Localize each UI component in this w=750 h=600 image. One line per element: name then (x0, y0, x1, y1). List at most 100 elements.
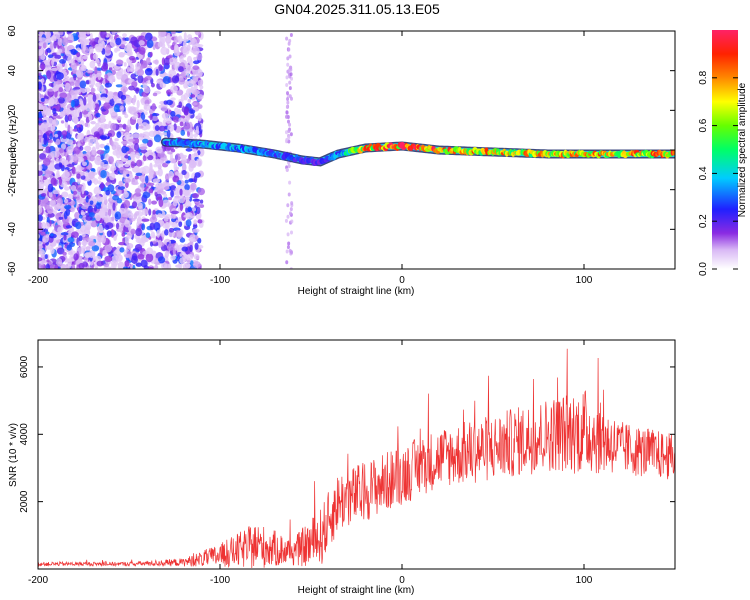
noise-dot (190, 153, 195, 161)
noise-dot (131, 181, 139, 186)
noise-dot (42, 235, 49, 243)
noise-dot (192, 46, 200, 56)
noise-dot (164, 229, 169, 236)
noise-dot (135, 172, 143, 176)
noise-dot (122, 33, 127, 38)
noise-dot (70, 48, 77, 55)
noise-dot (194, 235, 199, 240)
noise-dot (77, 127, 82, 133)
noise-dot (136, 159, 143, 167)
noise-dot (142, 155, 147, 162)
noise-dot (57, 226, 63, 233)
noise-dot (80, 221, 84, 226)
noise-dot (42, 157, 51, 166)
noise-dot (172, 175, 180, 183)
spectrogram-y-ticks: -60 -40 -20 0 20 40 60 (7, 25, 675, 276)
noise-dot (189, 196, 193, 202)
noise-dot (80, 65, 87, 72)
noise-dot (188, 109, 196, 114)
noise-dot (199, 204, 205, 209)
noise-dot (90, 121, 96, 125)
noise-dot (122, 88, 126, 97)
spectrogram-x-label: Height of straight line (km) (298, 286, 415, 297)
noise-dot (60, 264, 69, 269)
noise-dot (128, 106, 137, 115)
noise-dot (76, 195, 81, 201)
noise-dot (63, 234, 67, 241)
noise-dot (179, 237, 186, 243)
noise-dot (152, 178, 161, 184)
noise-dot (110, 122, 117, 132)
noise-dot (96, 59, 100, 64)
noise-dot (124, 37, 130, 42)
noise-dot (73, 74, 77, 81)
noise-dot (96, 260, 104, 267)
noise-dot (56, 203, 61, 208)
noise-dot (181, 156, 187, 165)
ridge-dot (671, 150, 675, 156)
noise-dot (60, 120, 65, 124)
noise-dot (40, 55, 46, 61)
noise-dot (43, 137, 48, 146)
noise-dot (65, 225, 73, 229)
y-tick-label: 0 (7, 147, 18, 153)
noise-dot (100, 31, 107, 39)
x-tick-label: -200 (28, 575, 48, 586)
noise-dot (40, 202, 45, 207)
noise-dot (90, 87, 96, 93)
noise-dot (193, 60, 200, 65)
noise-dot (289, 65, 293, 70)
colorbar-ticks: 0.0 0.2 0.4 0.6 0.8 (698, 70, 738, 276)
noise-dot (158, 125, 166, 132)
noise-dot (284, 130, 288, 135)
snr-y-ticks: 2000 4000 6000 (19, 355, 675, 513)
noise-dot (79, 111, 83, 119)
noise-dot (186, 131, 191, 138)
noise-dot (196, 73, 202, 79)
noise-dot (175, 171, 179, 177)
noise-dot (285, 110, 289, 115)
noise-dot (132, 264, 136, 269)
noise-dot (141, 236, 147, 244)
noise-dot (290, 219, 294, 224)
noise-dot (124, 100, 128, 104)
noise-dot (194, 242, 199, 250)
noise-dot (131, 255, 138, 265)
spectrogram-noise (38, 31, 294, 269)
noise-dot (124, 187, 128, 195)
noise-dot (52, 119, 59, 127)
noise-dot (78, 214, 83, 219)
noise-dot (90, 52, 94, 61)
noise-dot (126, 66, 131, 73)
noise-dot (76, 173, 81, 179)
noise-dot (113, 104, 120, 113)
noise-dot (145, 57, 151, 65)
noise-dot (54, 90, 58, 98)
noise-dot (142, 191, 151, 199)
noise-dot (102, 249, 107, 257)
colorbar-tick-label: 0.2 (698, 214, 709, 228)
noise-dot (286, 214, 290, 219)
noise-dot (75, 221, 82, 230)
noise-dot (124, 131, 131, 138)
noise-dot (190, 260, 194, 267)
noise-dot (45, 146, 51, 154)
noise-dot (288, 94, 292, 99)
noise-dot (189, 59, 193, 68)
noise-dot (117, 186, 126, 190)
noise-dot (57, 130, 62, 138)
noise-dot (139, 173, 146, 183)
noise-dot (199, 85, 204, 90)
noise-dot (148, 149, 153, 153)
noise-dot (162, 76, 171, 84)
noise-dot (107, 208, 112, 217)
noise-dot (139, 65, 144, 70)
noise-dot (70, 58, 75, 66)
noise-dot (285, 114, 289, 119)
noise-dot (84, 122, 89, 127)
noise-dot (104, 82, 112, 88)
colorbar-label: Normalized spectral amplitude (737, 82, 748, 217)
noise-dot (156, 229, 161, 238)
x-tick-label: 0 (399, 275, 405, 286)
noise-dot (81, 240, 88, 246)
